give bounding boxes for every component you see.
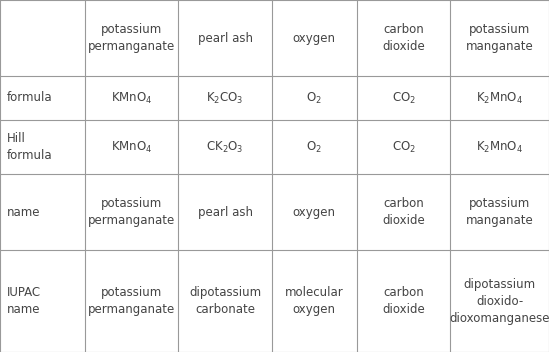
Text: molecular
oxygen: molecular oxygen	[285, 286, 344, 316]
Text: pearl ash: pearl ash	[198, 32, 253, 45]
Text: name: name	[7, 206, 40, 219]
Text: carbon
dioxide: carbon dioxide	[382, 23, 425, 53]
Text: CO$_2$: CO$_2$	[391, 90, 416, 106]
Text: CO$_2$: CO$_2$	[391, 139, 416, 155]
Text: oxygen: oxygen	[293, 206, 336, 219]
Text: O$_2$: O$_2$	[306, 90, 322, 106]
Text: potassium
permanganate: potassium permanganate	[88, 23, 175, 53]
Text: Hill
formula: Hill formula	[7, 132, 52, 162]
Text: dipotassium
dioxido-
dioxomanganese: dipotassium dioxido- dioxomanganese	[449, 278, 549, 325]
Text: formula: formula	[7, 92, 52, 105]
Text: K$_2$MnO$_4$: K$_2$MnO$_4$	[476, 139, 523, 155]
Text: potassium
manganate: potassium manganate	[466, 197, 534, 227]
Text: dipotassium
carbonate: dipotassium carbonate	[189, 286, 261, 316]
Text: oxygen: oxygen	[293, 32, 336, 45]
Text: potassium
permanganate: potassium permanganate	[88, 197, 175, 227]
Text: pearl ash: pearl ash	[198, 206, 253, 219]
Text: carbon
dioxide: carbon dioxide	[382, 197, 425, 227]
Text: potassium
manganate: potassium manganate	[466, 23, 534, 53]
Text: KMnO$_4$: KMnO$_4$	[111, 139, 153, 155]
Text: K$_2$MnO$_4$: K$_2$MnO$_4$	[476, 90, 523, 106]
Text: CK$_2$O$_3$: CK$_2$O$_3$	[206, 139, 244, 155]
Text: K$_2$CO$_3$: K$_2$CO$_3$	[206, 90, 244, 106]
Text: carbon
dioxide: carbon dioxide	[382, 286, 425, 316]
Text: O$_2$: O$_2$	[306, 139, 322, 155]
Text: IUPAC
name: IUPAC name	[7, 286, 41, 316]
Text: potassium
permanganate: potassium permanganate	[88, 286, 175, 316]
Text: KMnO$_4$: KMnO$_4$	[111, 90, 153, 106]
